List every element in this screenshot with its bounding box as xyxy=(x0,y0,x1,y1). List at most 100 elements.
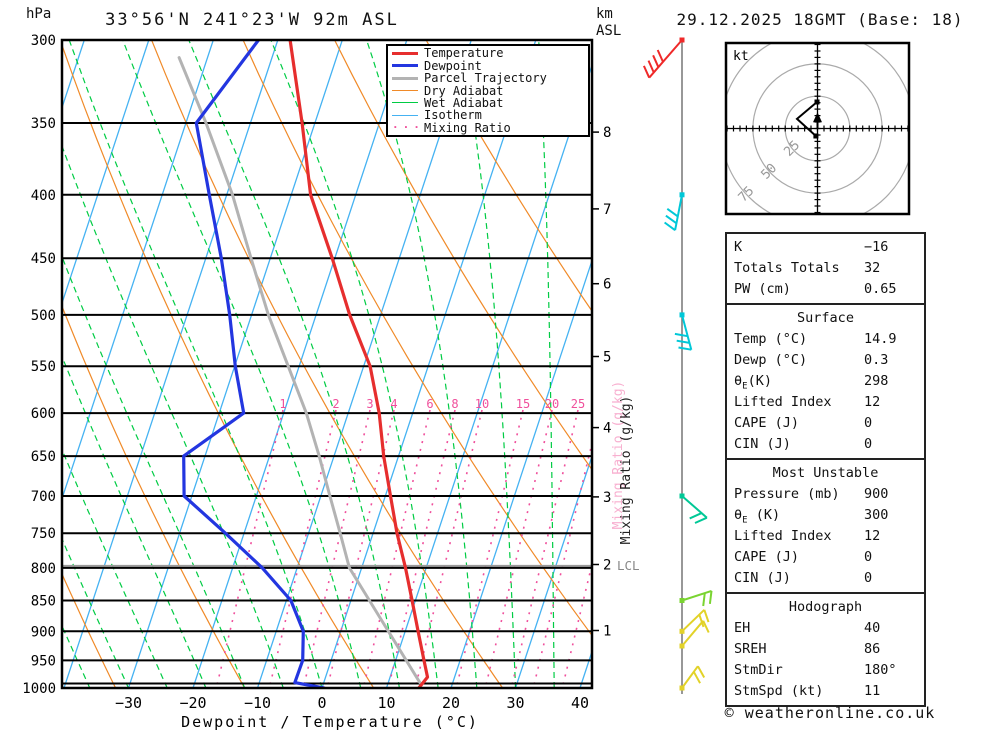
hodograph-trace xyxy=(795,101,818,137)
table-row: Lifted Index 12 xyxy=(727,526,924,547)
indices-table-section: K −16 Totals Totals 32 PW (cm) 0.65 xyxy=(725,232,926,305)
svg-text:5: 5 xyxy=(603,350,611,366)
svg-text:4: 4 xyxy=(390,397,397,411)
table-row-value: 12 xyxy=(864,394,881,410)
hodograph-ring-label: 25 xyxy=(781,138,803,160)
height-axis-unit: km ASL xyxy=(596,6,621,40)
temperature-axis-labels: −30 −20 −10 0 10 20 30 40 xyxy=(115,694,589,712)
height-axis-unit-asl: ASL xyxy=(596,23,622,39)
svg-text:8: 8 xyxy=(603,125,611,141)
lcl-label: LCL xyxy=(617,558,640,573)
indices-table-section: Hodograph EH 40 SREH 86 StmDir 180° StmSpd (kt)… xyxy=(725,592,926,707)
table-row-value: 86 xyxy=(864,641,881,657)
wind-barb xyxy=(679,665,706,691)
table-row-label: StmSpd (kt) xyxy=(734,683,824,699)
table-row-value: 298 xyxy=(864,373,889,389)
svg-text:2: 2 xyxy=(603,558,611,574)
legend-item-label: Isotherm xyxy=(424,108,482,123)
table-row: CAPE (J) 0 xyxy=(727,547,924,568)
legend-item: Dewpoint xyxy=(392,58,588,73)
legend-sample-line xyxy=(392,102,418,104)
legend-item-label: Dry Adiabat xyxy=(424,83,504,98)
table-row-value: 0.3 xyxy=(864,352,889,368)
svg-text:1000: 1000 xyxy=(22,681,56,697)
table-row-value: 0.65 xyxy=(864,281,897,297)
mixing-ratio-axis-label-pink: Mixing Ratio (g/kg) xyxy=(611,381,626,530)
wind-barb xyxy=(664,192,685,232)
legend-item: Parcel Trajectory xyxy=(392,71,588,86)
table-row-label: SREH xyxy=(734,641,767,657)
x-axis-title: Dewpoint / Temperature (°C) xyxy=(181,713,479,731)
svg-text:8: 8 xyxy=(451,397,458,411)
isotherm-lines xyxy=(62,40,592,688)
table-row-value: 12 xyxy=(864,528,881,544)
pressure-gridlines xyxy=(62,40,592,685)
table-row: CAPE (J) 0 xyxy=(727,413,924,434)
indices-tables: K −16 Totals Totals 32 PW (cm) 0.65 Surface Tem… xyxy=(725,232,926,707)
table-row-value: 180° xyxy=(864,662,897,678)
svg-text:−30: −30 xyxy=(115,694,142,712)
table-row-value: 0 xyxy=(864,436,873,452)
svg-text:20: 20 xyxy=(442,694,460,712)
table-row: StmDir 180° xyxy=(727,660,924,681)
svg-text:10: 10 xyxy=(377,694,395,712)
table-row-label: K xyxy=(734,239,743,255)
table-row: Temp (°C) 14.9 xyxy=(727,329,924,350)
svg-text:40: 40 xyxy=(571,694,589,712)
mixing-ratio-axis-label: Mixing Ratio (g/kg) xyxy=(619,396,634,545)
table-row: EH 40 xyxy=(727,618,924,639)
table-row-label: CIN (J) xyxy=(734,570,791,586)
wind-barb xyxy=(679,620,710,649)
page-title: 33°56'N 241°23'W 92m ASL xyxy=(105,10,399,30)
plot-border xyxy=(60,38,594,690)
copyright: © weatheronline.co.uk xyxy=(724,704,936,722)
table-row: Pressure (mb) 900 xyxy=(727,484,924,505)
legend-item: Temperature xyxy=(392,46,588,60)
svg-text:300: 300 xyxy=(31,33,56,49)
legend-sample-line xyxy=(392,51,418,55)
svg-text:3: 3 xyxy=(366,397,373,411)
svg-text:6: 6 xyxy=(426,397,433,411)
svg-text:850: 850 xyxy=(31,594,56,610)
legend-item-label: Mixing Ratio xyxy=(424,120,511,135)
legend-item-label: Wet Adiabat xyxy=(424,95,504,110)
table-row: Totals Totals 32 xyxy=(727,258,924,279)
svg-text:3: 3 xyxy=(603,490,611,506)
table-row-label: CAPE (J) xyxy=(734,549,800,565)
table-row: Lifted Index 12 xyxy=(727,392,924,413)
svg-text:450: 450 xyxy=(31,251,56,267)
table-row-value: 32 xyxy=(864,260,881,276)
legend-item-label: Dewpoint xyxy=(424,58,482,73)
table-row-label: Lifted Index xyxy=(734,528,832,544)
mixing-ratio-labels: 1 2 3 4 6 8 10 15 20 25 xyxy=(279,397,585,411)
table-row-value: −16 xyxy=(864,239,889,255)
svg-text:350: 350 xyxy=(31,116,56,132)
legend-item: ··· Mixing Ratio xyxy=(392,120,588,135)
table-row: CIN (J) 0 xyxy=(727,434,924,455)
wind-barb xyxy=(642,37,685,79)
svg-text:30: 30 xyxy=(506,694,524,712)
legend-sample-line xyxy=(392,64,418,68)
legend-sample-line xyxy=(392,76,418,80)
svg-text:800: 800 xyxy=(31,561,56,577)
svg-text:6: 6 xyxy=(603,277,611,293)
legend-sample-line xyxy=(392,90,418,91)
table-row: K −16 xyxy=(727,237,924,258)
table-row-value: 0 xyxy=(864,570,873,586)
legend-item: Wet Adiabat xyxy=(392,95,588,110)
table-row-value: 40 xyxy=(864,620,881,636)
svg-text:700: 700 xyxy=(31,489,56,505)
table-section-header: Most Unstable xyxy=(772,465,879,481)
table-row-label: Dewp (°C) xyxy=(734,352,808,368)
run-datetime: 29.12.2025 18GMT (Base: 18) xyxy=(676,10,964,29)
pressure-axis-unit: hPa xyxy=(26,6,52,22)
svg-text:750: 750 xyxy=(31,526,56,542)
svg-text:600: 600 xyxy=(31,406,56,422)
svg-text:1: 1 xyxy=(279,397,286,411)
legend-item-label: Parcel Trajectory xyxy=(424,71,547,86)
parcel-trajectory-curve xyxy=(177,56,422,685)
table-row-value: 14.9 xyxy=(864,331,897,347)
wind-barb xyxy=(679,589,713,607)
legend-sample-line xyxy=(392,114,418,116)
